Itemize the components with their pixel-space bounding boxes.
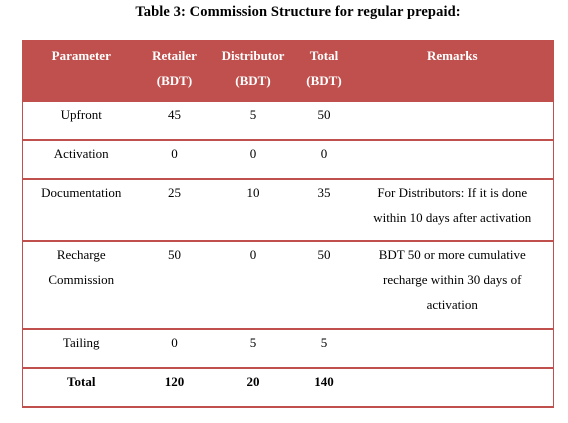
table-header: Parameter Retailer (BDT) Distributor (BD… — [22, 40, 554, 102]
header-distributor-unit: (BDT) — [235, 73, 271, 88]
parameter-line: Activation — [53, 146, 109, 161]
remarks-line: recharge within 30 days of — [383, 272, 522, 287]
remarks-line: within 10 days after activation — [373, 210, 532, 225]
remarks-line: For Distributors: If it is done — [377, 185, 528, 200]
total-retailer: 120 — [139, 368, 210, 408]
cell-remarks: For Distributors: If it is done within 1… — [351, 179, 554, 242]
cell-total: 35 — [296, 179, 352, 242]
cell-distributor: 5 — [209, 102, 297, 141]
cell-distributor: 0 — [209, 241, 297, 330]
cell-parameter: Documentation — [22, 179, 140, 242]
cell-parameter: Upfront — [22, 102, 140, 141]
header-remarks-label: Remarks — [426, 48, 478, 63]
table-row: Documentation 25 10 35 For Distributors:… — [22, 179, 554, 242]
parameter-line: Upfront — [60, 107, 102, 122]
cell-retailer: 25 — [139, 179, 210, 242]
table-row: Upfront 45 5 50 — [22, 102, 554, 141]
cell-retailer: 45 — [139, 102, 210, 141]
parameter-line: Tailing — [62, 335, 100, 350]
cell-total: 50 — [296, 241, 352, 330]
commission-table: Parameter Retailer (BDT) Distributor (BD… — [22, 40, 554, 408]
table-caption: Table 3: Commission Structure for regula… — [135, 4, 461, 20]
cell-total: 50 — [296, 102, 352, 141]
total-total: 140 — [296, 368, 352, 408]
parameter-line: Commission — [48, 272, 115, 287]
table-row: Recharge Commission 50 0 50 BDT 50 or mo… — [22, 241, 554, 330]
total-row: Total 120 20 140 — [22, 368, 554, 408]
header-distributor-label: Distributor — [221, 48, 285, 63]
header-total-label: Total — [309, 48, 339, 63]
total-remarks — [351, 368, 554, 408]
header-retailer: Retailer (BDT) — [140, 40, 210, 102]
remarks-line: activation — [426, 297, 478, 312]
table-body: Upfront 45 5 50 Activation 0 0 0 Documen… — [22, 102, 554, 408]
header-distributor: Distributor (BDT) — [210, 40, 297, 102]
total-label: Total — [22, 368, 140, 408]
header-row: Parameter Retailer (BDT) Distributor (BD… — [22, 40, 554, 102]
cell-remarks: BDT 50 or more cumulative recharge withi… — [351, 241, 554, 330]
cell-remarks — [351, 329, 554, 369]
cell-parameter: Recharge Commission — [22, 241, 140, 330]
cell-retailer: 0 — [139, 329, 210, 369]
header-retailer-label: Retailer — [152, 48, 197, 63]
cell-total: 0 — [296, 140, 352, 180]
cell-remarks — [351, 140, 554, 180]
cell-distributor: 10 — [209, 179, 297, 242]
cell-distributor: 5 — [209, 329, 297, 369]
cell-retailer: 0 — [139, 140, 210, 180]
header-remarks: Remarks — [351, 40, 554, 102]
header-total: Total (BDT) — [297, 40, 352, 102]
cell-parameter: Tailing — [22, 329, 140, 369]
table-row: Activation 0 0 0 — [22, 140, 554, 180]
total-distributor: 20 — [209, 368, 297, 408]
cell-total: 5 — [296, 329, 352, 369]
header-total-unit: (BDT) — [306, 73, 342, 88]
header-retailer-unit: (BDT) — [156, 73, 193, 88]
header-parameter-label: Parameter — [51, 48, 111, 63]
cell-distributor: 0 — [209, 140, 297, 180]
cell-remarks — [351, 102, 554, 141]
remarks-line: BDT 50 or more cumulative — [378, 247, 526, 262]
parameter-line: Recharge — [56, 247, 106, 262]
cell-retailer: 50 — [139, 241, 210, 330]
cell-parameter: Activation — [22, 140, 140, 180]
header-parameter: Parameter — [22, 40, 140, 102]
table-row: Tailing 0 5 5 — [22, 329, 554, 369]
parameter-line: Documentation — [41, 185, 122, 200]
